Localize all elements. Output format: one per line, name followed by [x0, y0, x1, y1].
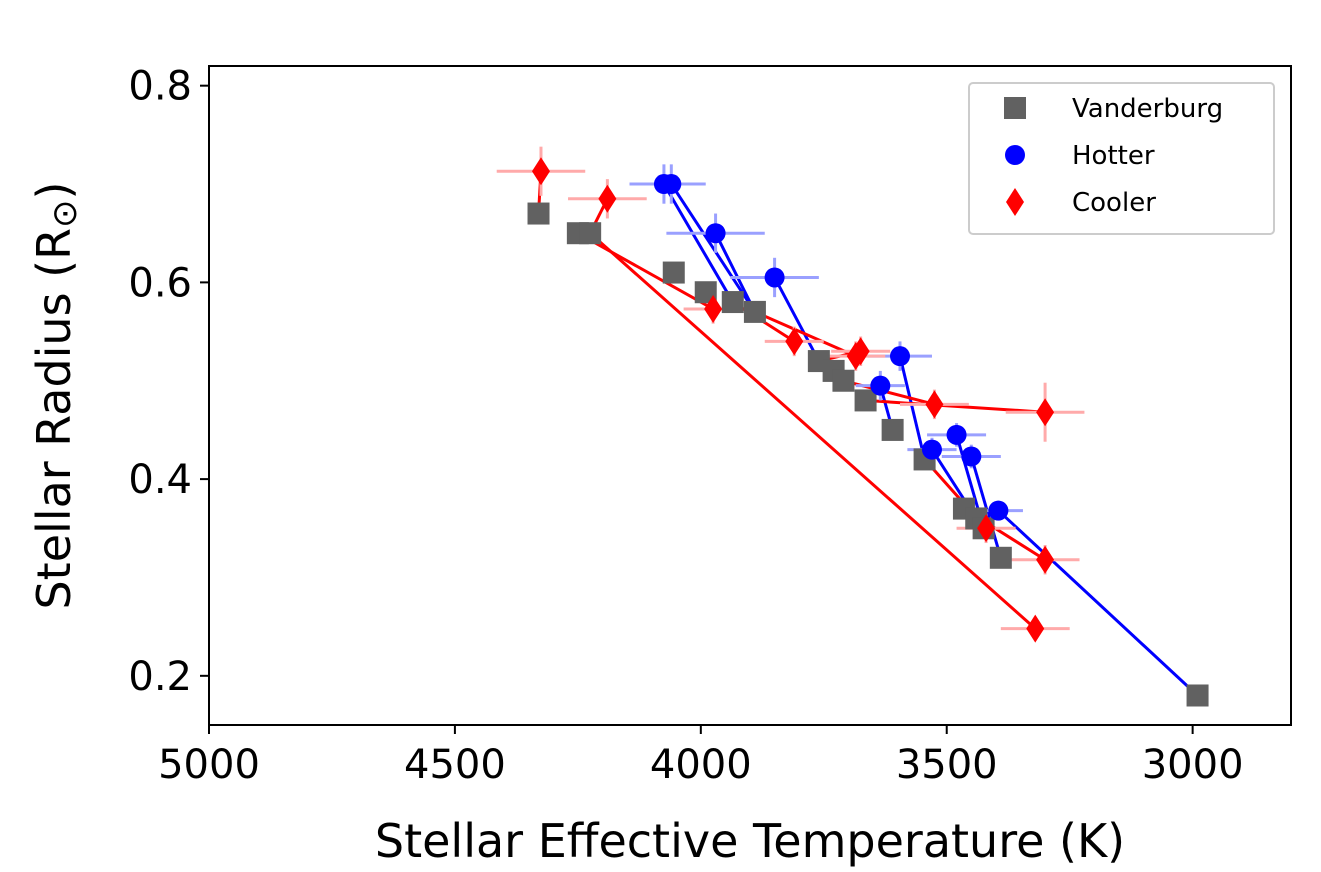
- x-axis-label: Stellar Effective Temperature (K): [375, 814, 1125, 868]
- cooler-point: [598, 184, 617, 213]
- legend-marker-vanderburg: [1004, 97, 1026, 119]
- vanderburg-point: [694, 281, 717, 304]
- y-axis-label: Stellar Radius (R⊙): [27, 181, 85, 609]
- connection-line: [714, 232, 757, 313]
- x-tick-label: 4000: [650, 742, 752, 788]
- hotter-point: [961, 446, 982, 467]
- legend-marker-hotter: [1005, 145, 1025, 165]
- connection-line: [898, 355, 927, 460]
- hotter-point: [890, 346, 911, 367]
- y-tick-label: 0.8: [128, 64, 192, 110]
- x-tick-label: 4500: [404, 742, 506, 788]
- hotter-point: [946, 424, 967, 445]
- vanderburg-point: [662, 261, 685, 284]
- vanderburg-point: [881, 418, 904, 441]
- connection-line: [662, 183, 735, 303]
- connection-line: [969, 456, 1003, 559]
- hotter-point: [988, 500, 1009, 521]
- y-axis-label-text: Stellar Radius (R: [27, 228, 81, 610]
- y-axis-label-sun-symbol: ⊙: [45, 199, 85, 228]
- y-tick-label: 0.4: [128, 457, 192, 503]
- cooler-point: [704, 294, 723, 323]
- connection-line: [773, 276, 821, 362]
- legend-label-cooler: Cooler: [1072, 188, 1156, 218]
- connection-line: [589, 232, 1037, 630]
- vanderburg-point: [721, 291, 744, 314]
- hotter-point: [870, 375, 891, 396]
- x-tick-label: 3500: [896, 742, 998, 788]
- vanderburg-point: [1186, 684, 1209, 707]
- vanderburg-point: [832, 369, 855, 392]
- y-tick-label: 0.2: [128, 654, 192, 700]
- cooler-point: [531, 157, 550, 186]
- connection-line: [997, 509, 1199, 697]
- vanderburg-point: [854, 389, 877, 412]
- vanderburg-point: [743, 300, 766, 323]
- cooler-point: [851, 337, 870, 366]
- legend-label-vanderburg: Vanderburg: [1072, 94, 1223, 124]
- legend-marker-cooler: [1006, 188, 1024, 216]
- x-tick-label: 3000: [1142, 742, 1244, 788]
- y-tick-label: 0.6: [128, 260, 192, 306]
- cooler-point: [1026, 614, 1045, 643]
- data-markers: [527, 157, 1209, 707]
- cooler-point: [925, 390, 944, 419]
- connection-line: [865, 398, 1046, 414]
- legend-box: [968, 82, 1275, 235]
- vanderburg-point: [527, 202, 550, 225]
- cooler-point: [1036, 398, 1055, 427]
- cooler-point: [1036, 545, 1055, 574]
- x-tick-label: 5000: [158, 742, 260, 788]
- hotter-point: [661, 174, 682, 195]
- connection-line: [754, 310, 857, 358]
- connection-line: [577, 231, 714, 311]
- hotter-point: [764, 267, 785, 288]
- legend: Vanderburg Hotter Cooler: [968, 82, 1275, 235]
- cooler-point: [977, 514, 996, 543]
- connection-line: [670, 183, 757, 313]
- y-axis-label-close: ): [27, 181, 81, 199]
- legend-label-hotter: Hotter: [1072, 141, 1155, 171]
- hotter-point: [921, 439, 942, 460]
- axis-ticks: 5000 4500 4000 3500 3000 0.2 0.4 0.6 0.8: [128, 64, 1243, 788]
- vanderburg-point: [989, 546, 1012, 569]
- hotter-point: [705, 223, 726, 244]
- plot-frame: [208, 65, 1292, 726]
- cooler-point: [785, 327, 804, 356]
- vanderburg-point: [579, 222, 602, 245]
